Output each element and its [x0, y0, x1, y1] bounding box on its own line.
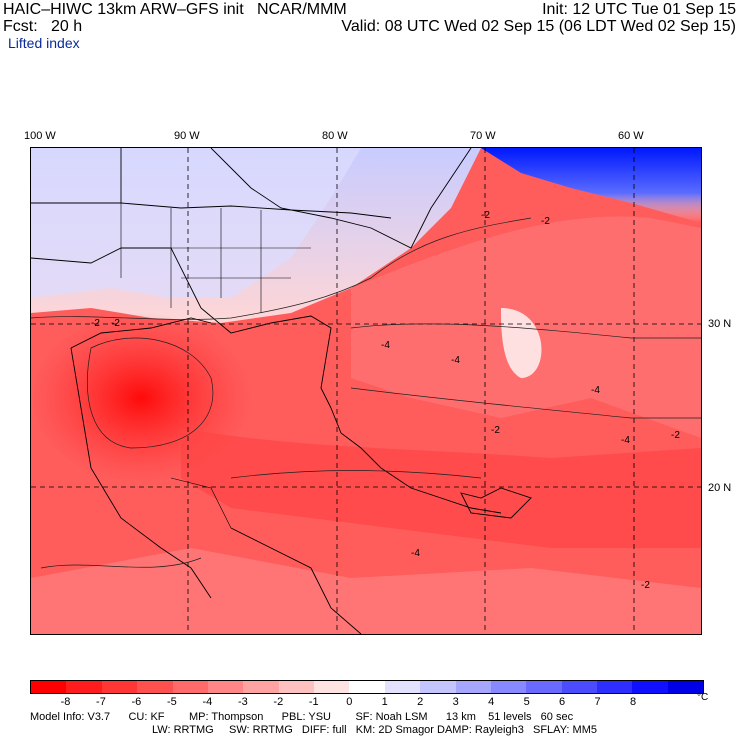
- lifted-index-map: -2 -2 -2 -2 -2 -4 -4 -4 -4 -4 -2 -2: [30, 147, 702, 635]
- field-caribbean: [181, 428, 701, 548]
- contour-label: -2: [541, 216, 550, 227]
- contour-labels: -2 -2 -2 -2 -2 -4 -4 -4 -4 -4 -2 -2: [91, 210, 680, 591]
- colorbar-swatch: [349, 681, 385, 693]
- forecast-hour: Fcst: 20 h: [3, 18, 83, 35]
- colorbar-tick-label: 3: [452, 696, 459, 708]
- colorbar-tick-label: 7: [594, 696, 601, 708]
- colorbar-tick-label: -2: [273, 696, 284, 708]
- colorbar-tick-label: 2: [417, 696, 424, 708]
- colorbar-tick-label: 5: [523, 696, 530, 708]
- colorbar-swatch: [490, 681, 527, 693]
- colorbar-tick-label: 4: [488, 696, 495, 708]
- colorbar-tick-label: -3: [237, 696, 248, 708]
- contour-label: -2: [111, 318, 120, 329]
- contour-label: -4: [451, 355, 460, 366]
- colorbar-swatch: [314, 681, 350, 693]
- model-info-line2: LW: RRTMG SW: RRTMG DIFF: full KM: 2D Sm…: [152, 724, 597, 736]
- contour-label: -4: [591, 385, 600, 396]
- colorbar-swatch: [667, 681, 704, 693]
- colorbar-swatch: [31, 681, 67, 693]
- contours: [31, 217, 701, 569]
- contour-label: -2: [491, 425, 500, 436]
- contour-label: -2: [91, 318, 100, 329]
- colorbar-swatch: [632, 681, 668, 693]
- colorbar-swatch: [597, 681, 633, 693]
- colorbar-swatch: [561, 681, 597, 693]
- colorbar-unit: °C: [697, 692, 709, 703]
- contour-label: -2: [641, 580, 650, 591]
- colorbar-tick-label: -6: [131, 696, 142, 708]
- lat-label-30n: 30 N: [708, 318, 732, 330]
- model-info-line1: Model Info: V3.7 CU: KF MP: Thompson PBL…: [30, 711, 574, 723]
- colorbar-swatch: [137, 681, 173, 693]
- colorbar-tick-label: 0: [346, 696, 353, 708]
- contour-label: -4: [621, 435, 630, 446]
- lon-label-90w: 90 W: [174, 130, 200, 142]
- colorbar-swatch: [455, 681, 491, 693]
- colorbar-swatch: [207, 681, 244, 693]
- field-south-light: [31, 548, 701, 634]
- colorbar-tick-label: -4: [202, 696, 213, 708]
- valid-time: Valid: 08 UTC Wed 02 Sep 15 (06 LDT Wed …: [341, 18, 736, 35]
- colorbar-tick-label: -8: [60, 696, 71, 708]
- field-north-pale: [31, 148, 361, 298]
- contour-label: -2: [671, 430, 680, 441]
- field-ne-blue: [481, 148, 701, 223]
- contour-label: -4: [381, 340, 390, 351]
- lon-label-100w: 100 W: [24, 130, 56, 142]
- lon-label-60w: 60 W: [618, 130, 644, 142]
- field-name: Lifted index: [8, 35, 80, 51]
- colorbar-swatch: [278, 681, 314, 693]
- colorbar-tick-label: 8: [629, 696, 637, 708]
- colorbar-tick-label: 6: [559, 696, 566, 708]
- init-time: Init: 12 UTC Tue 01 Sep 15: [542, 1, 736, 18]
- colorbar-tick-label: 1: [381, 696, 388, 708]
- field-atlantic-pale: [501, 308, 542, 378]
- lat-label-20n: 20 N: [708, 482, 732, 494]
- lon-label-80w: 80 W: [322, 130, 348, 142]
- colorbar-tick-label: -1: [308, 696, 319, 708]
- contour-label: -4: [411, 548, 420, 559]
- colorbar-swatch: [384, 681, 421, 693]
- colorbar-swatch: [243, 681, 279, 693]
- borders: [120, 203, 311, 529]
- colorbar-tick-label: -5: [167, 696, 177, 708]
- grid-lines: [31, 148, 701, 634]
- colorbar-swatch: [66, 681, 102, 693]
- colorbar-swatch: [101, 681, 138, 693]
- colorbar-tick-label: -7: [96, 696, 106, 708]
- colorbar-swatch: [172, 681, 208, 693]
- lon-label-70w: 70 W: [470, 130, 496, 142]
- colorbar-swatch: [420, 681, 456, 693]
- colorbar: [30, 680, 704, 694]
- contour-label: -2: [481, 210, 490, 221]
- title-line1-left: HAIC–HIWC 13km ARW–GFS init NCAR/MMM: [3, 1, 347, 18]
- colorbar-swatch: [526, 681, 562, 693]
